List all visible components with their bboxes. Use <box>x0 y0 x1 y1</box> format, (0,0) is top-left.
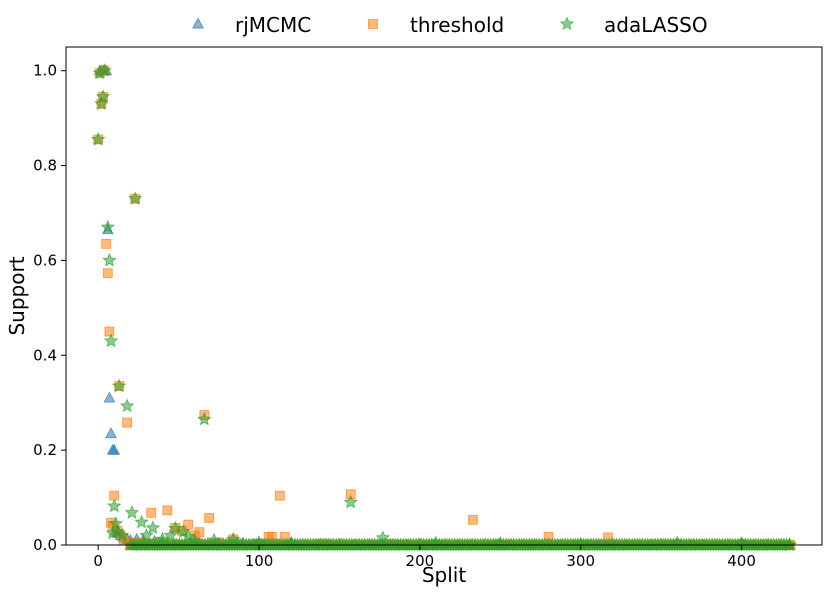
data-point <box>134 514 149 529</box>
series-threshold <box>93 65 795 550</box>
data-point <box>163 527 178 542</box>
legend-marker <box>368 19 378 29</box>
y-axis-label: Support <box>5 256 29 335</box>
data-point <box>204 513 215 523</box>
y-tick-label: 1.0 <box>33 62 57 80</box>
legend-marker <box>559 16 575 31</box>
x-axis-label: Split <box>422 563 467 587</box>
x-tick-label: 0 <box>93 552 103 570</box>
y-tick-label: 0.2 <box>33 441 57 459</box>
legend-label: rjMCMC <box>235 13 311 37</box>
data-point <box>275 490 285 501</box>
data-point <box>97 63 112 77</box>
data-point <box>146 507 157 518</box>
data-point <box>782 537 798 552</box>
data-point <box>162 505 173 516</box>
data-point <box>127 191 143 205</box>
data-point <box>90 131 106 146</box>
y-tick-label: 0.6 <box>33 251 57 269</box>
legend: rjMCMC threshold adaLASSO <box>192 13 708 37</box>
data-point <box>226 531 241 546</box>
plot-frame <box>65 46 823 546</box>
y-tick-label: 0.4 <box>33 346 57 364</box>
data-point <box>103 391 116 403</box>
x-tick-label: 200 <box>406 552 435 570</box>
x-tick-label: 300 <box>566 552 595 570</box>
data-point <box>107 498 122 513</box>
data-point <box>183 519 194 530</box>
legend-label: threshold <box>410 13 504 37</box>
data-point <box>375 530 391 544</box>
data-point <box>187 532 202 547</box>
data-point <box>111 378 127 393</box>
data-point <box>124 505 140 519</box>
data-point <box>105 427 117 439</box>
data-point <box>139 527 154 542</box>
legend-label: adaLASSO <box>604 13 708 37</box>
legend-item-threshold: threshold <box>368 13 504 37</box>
data-point <box>493 536 508 550</box>
data-point <box>100 219 115 234</box>
x-tick-label: 100 <box>245 552 274 570</box>
data-point <box>104 326 115 337</box>
data-point <box>101 238 112 249</box>
data-point <box>115 527 130 542</box>
x-axis-ticks: 0 100 200 300 400 <box>93 545 756 570</box>
data-point <box>197 411 212 426</box>
plot-area <box>90 63 798 552</box>
data-point <box>119 398 135 413</box>
legend-item-rjMCMC: rjMCMC <box>192 13 311 37</box>
data-point <box>468 514 478 525</box>
data-point <box>95 89 111 103</box>
data-point <box>103 333 119 348</box>
y-tick-label: 0.0 <box>33 536 57 554</box>
data-point <box>108 516 124 530</box>
x-tick-label: 400 <box>727 552 756 570</box>
data-point <box>122 417 133 428</box>
data-point <box>108 443 121 455</box>
y-axis-ticks: 0.0 0.2 0.4 0.6 0.8 1.0 <box>33 62 66 554</box>
data-point <box>145 520 161 535</box>
data-point <box>102 268 113 279</box>
data-point <box>206 532 222 547</box>
y-tick-label: 0.8 <box>33 157 57 175</box>
series-rjMCMC <box>93 64 796 550</box>
legend-item-adaLASSO: adaLASSO <box>559 13 708 37</box>
series-adaLASSO <box>90 63 798 552</box>
data-point <box>194 527 205 538</box>
data-point <box>343 494 358 509</box>
legend-marker <box>192 17 204 29</box>
data-point <box>102 252 117 267</box>
